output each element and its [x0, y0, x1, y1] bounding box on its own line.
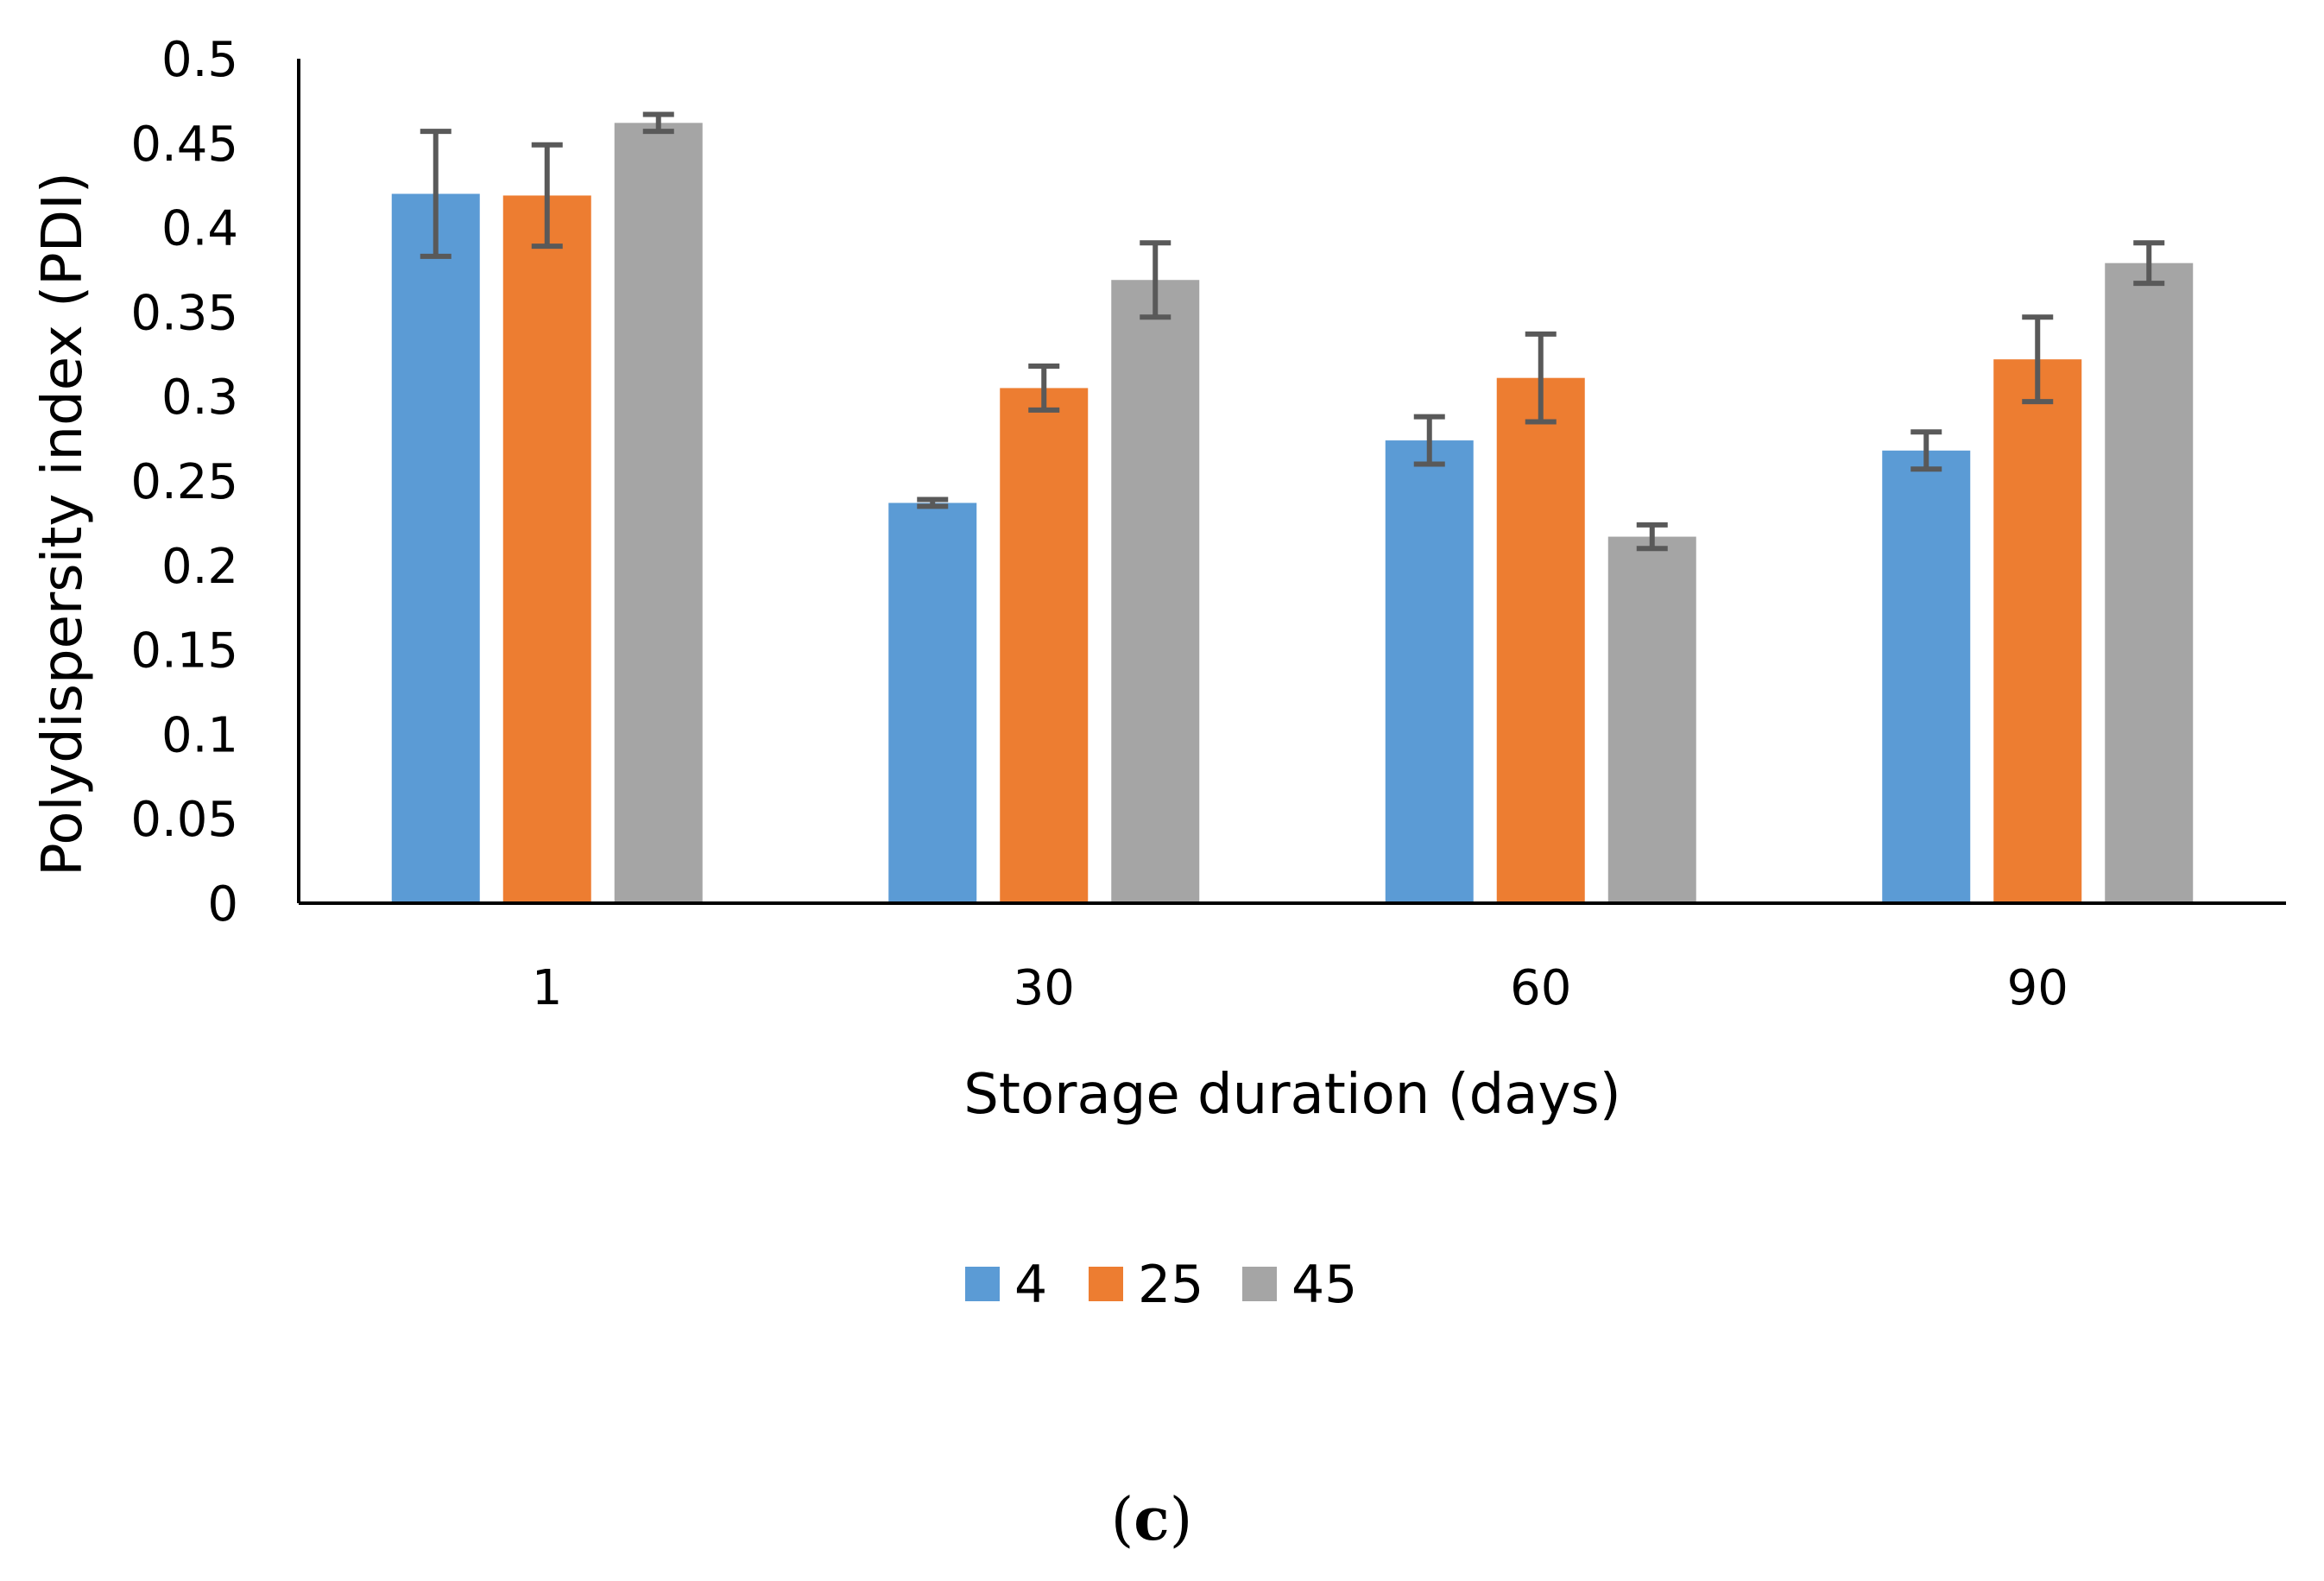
bar-series-25-day-30	[1000, 388, 1089, 903]
bars-group	[391, 123, 2194, 904]
bar-series-45-day-90	[2105, 262, 2194, 903]
legend-swatch	[1242, 1267, 1277, 1301]
panel-label-close: )	[1170, 1486, 1193, 1554]
y-tick-label: 0.25	[130, 454, 238, 510]
legend-swatch	[965, 1267, 1000, 1301]
y-tick-label: 0.35	[130, 285, 238, 341]
bar-series-4-day-1	[391, 193, 480, 904]
legend-swatch	[1089, 1267, 1123, 1301]
y-axis-ticks: 0 0.05 0.1 0.15 0.2 0.25 0.3 0.35 0.4 0.45 0.5	[130, 32, 238, 933]
x-tick-label-30: 30	[1014, 960, 1075, 1016]
error-bar-series-45-day-60	[1636, 522, 1668, 552]
y-tick-label: 0.45	[130, 117, 238, 173]
bar-series-4-day-30	[888, 503, 977, 903]
y-tick-label: 0.5	[161, 32, 238, 88]
legend-label: 45	[1291, 1255, 1357, 1315]
error-bar-series-45-day-30	[1140, 240, 1171, 320]
bar-series-4-day-60	[1385, 440, 1474, 903]
legend-item-45: 45	[1242, 1255, 1357, 1315]
y-tick-label: 0.2	[161, 539, 238, 595]
legend-item-25: 25	[1089, 1255, 1203, 1315]
bar-series-45-day-1	[614, 123, 703, 903]
bar-series-25-day-90	[1993, 359, 2082, 904]
error-bar-series-4-day-60	[1413, 414, 1445, 467]
error-bar-series-25-day-90	[2022, 314, 2054, 405]
y-tick-label: 0.4	[161, 201, 238, 257]
x-axis-title: Storage duration (days)	[963, 1063, 1620, 1127]
legend-label: 4	[1014, 1255, 1047, 1315]
panel-label-open: (	[1111, 1486, 1134, 1554]
bar-series-45-day-30	[1111, 280, 1200, 904]
bar-series-25-day-60	[1496, 377, 1585, 904]
bar-series-25-day-1	[502, 195, 591, 903]
error-bar-series-25-day-60	[1525, 331, 1557, 425]
y-tick-label: 0.15	[130, 623, 238, 680]
x-tick-label-1: 1	[532, 960, 563, 1016]
error-bars-group	[420, 111, 2165, 552]
error-bar-series-45-day-90	[2133, 240, 2165, 287]
x-axis-tick-labels: 1 30 60 90	[532, 960, 2068, 1016]
y-tick-label: 0	[207, 876, 238, 933]
error-bar-series-25-day-30	[1028, 363, 1060, 413]
bar-series-4-day-90	[1882, 450, 1971, 903]
panel-label: (c)	[1111, 1485, 1192, 1554]
bar-series-45-day-60	[1607, 536, 1696, 903]
y-tick-label: 0.3	[161, 370, 238, 426]
legend-item-4: 4	[965, 1255, 1047, 1315]
error-bar-series-25-day-1	[531, 142, 563, 250]
x-tick-label-90: 90	[2007, 960, 2068, 1016]
legend-label: 25	[1138, 1255, 1203, 1315]
legend: 4 25 45	[965, 1255, 1357, 1315]
panel-label-letter: c	[1134, 1485, 1169, 1554]
y-axis-title: Polydispersity index (PDI)	[31, 172, 95, 876]
error-bar-series-45-day-1	[642, 111, 674, 135]
x-tick-label-60: 60	[1510, 960, 1571, 1016]
y-tick-label: 0.1	[161, 707, 238, 763]
error-bar-series-4-day-1	[420, 129, 452, 259]
error-bar-series-4-day-90	[1910, 429, 1942, 472]
y-tick-label: 0.05	[130, 792, 238, 848]
error-bar-series-4-day-30	[917, 496, 949, 509]
